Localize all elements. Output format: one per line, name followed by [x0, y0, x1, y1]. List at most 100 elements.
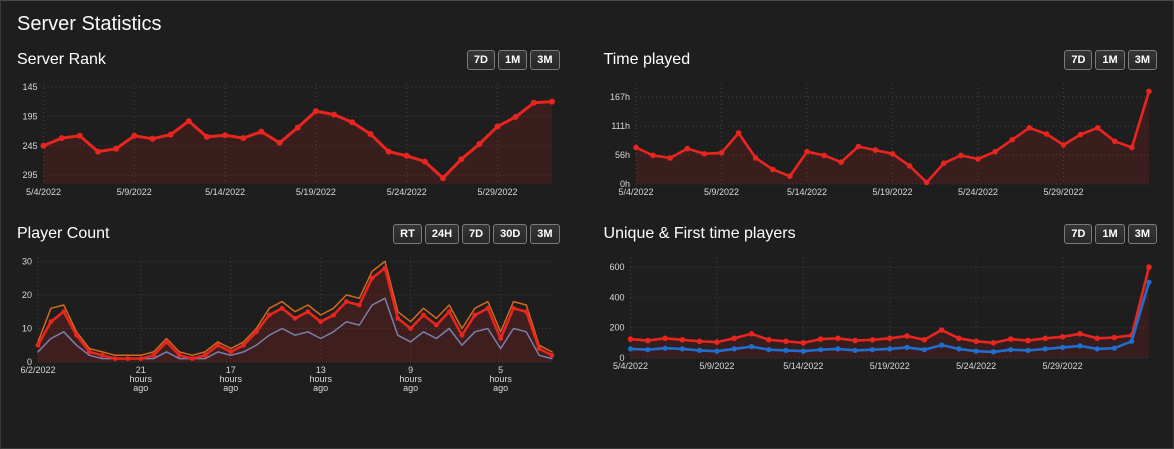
y-tick-label: 56h: [615, 150, 630, 160]
series-point-unique-players: [748, 331, 754, 337]
series-point-rank: [494, 123, 501, 130]
series-point-hours-played: [991, 148, 998, 155]
series-point-avg-players: [279, 305, 285, 311]
series-point-rank: [403, 152, 410, 159]
series-point-avg-players: [369, 275, 375, 281]
series-point-hours-played: [649, 152, 656, 159]
series-point-avg-players: [202, 352, 208, 358]
series-point-first-time-players: [1094, 346, 1100, 352]
x-tick-label: 5/4/2022: [618, 187, 653, 197]
series-point-avg-players: [61, 309, 67, 315]
series-point-avg-players: [305, 309, 311, 315]
series-point-first-time-players: [696, 347, 702, 353]
x-tick-label: ago: [313, 383, 328, 393]
time-played-range-button-7d[interactable]: 7D: [1064, 50, 1093, 70]
x-tick-label: 5/9/2022: [699, 361, 734, 371]
series-fill-hours-played: [635, 91, 1149, 184]
player-count-range-button-3m[interactable]: 3M: [530, 224, 560, 244]
series-point-avg-players: [35, 342, 41, 348]
series-point-unique-players: [696, 338, 702, 345]
x-tick-label: 5/4/2022: [613, 361, 648, 371]
y-tick-label: 200: [609, 323, 624, 333]
series-point-rank: [312, 108, 319, 115]
x-tick-label: 5/24/2022: [387, 187, 427, 197]
series-point-avg-players: [151, 352, 157, 358]
series-point-unique-players: [782, 338, 789, 345]
time-played-range-button-1m[interactable]: 1M: [1095, 50, 1125, 70]
x-tick-label: hours: [399, 374, 422, 384]
series-point-avg-players: [125, 356, 131, 361]
series-point-hours-played: [718, 150, 724, 156]
series-point-avg-players: [382, 265, 388, 271]
series-point-avg-players: [485, 305, 491, 311]
series-point-avg-players: [215, 342, 221, 348]
series-point-rank: [131, 132, 138, 139]
unique-first-range-button-3m[interactable]: 3M: [1127, 224, 1157, 244]
series-point-rank: [185, 118, 192, 125]
player-count-range-button-7d[interactable]: 7D: [462, 224, 491, 244]
series-point-rank: [530, 99, 537, 106]
series-point-rank: [440, 175, 446, 182]
x-tick-label: 5/24/2022: [956, 361, 996, 371]
series-point-first-time-players: [990, 349, 996, 355]
server-rank-header: Server Rank 7D 1M 3M: [15, 48, 560, 72]
series-point-rank: [512, 113, 519, 120]
series-point-hours-played: [632, 144, 639, 151]
player-count-range-button-rt[interactable]: RT: [393, 224, 422, 244]
series-point-rank: [331, 111, 338, 118]
series-point-first-time-players: [1007, 347, 1013, 353]
player-count-chart: 0 10 20 30 6/2/2022 21 hours ago 17 hours ago 13 hou…: [15, 250, 560, 402]
unique-first-range-button-1m[interactable]: 1M: [1095, 224, 1125, 244]
series-point-rank: [367, 131, 374, 137]
series-point-avg-players: [177, 352, 182, 358]
series-point-unique-players: [834, 335, 841, 342]
series-point-avg-players: [228, 349, 234, 355]
series-point-avg-players: [138, 356, 144, 361]
series-point-first-time-players: [800, 348, 806, 354]
series-point-rank: [549, 98, 555, 105]
series-point-hours-played: [1043, 131, 1049, 137]
x-tick-label: hours: [309, 374, 332, 384]
series-point-unique-players: [644, 337, 651, 344]
series-point-hours-played: [1060, 142, 1066, 148]
server-rank-range-button-7d[interactable]: 7D: [466, 50, 495, 70]
server-rank-range-button-1m[interactable]: 1M: [497, 50, 528, 70]
server-rank-range-button-3m[interactable]: 3M: [530, 50, 560, 70]
time-played-range-button-3m[interactable]: 3M: [1127, 50, 1157, 70]
x-tick-label: 6/2/2022: [20, 365, 55, 375]
series-point-first-time-players: [903, 344, 910, 350]
x-tick-label: 5/14/2022: [205, 187, 245, 197]
series-point-hours-played: [701, 151, 707, 157]
y-tick-label: 10: [22, 323, 32, 333]
series-point-rank: [167, 131, 174, 138]
series-point-first-time-players: [644, 347, 650, 353]
x-tick-label: 5/19/2022: [872, 187, 912, 197]
series-point-unique-players: [869, 337, 875, 343]
x-tick-label: ago: [493, 383, 508, 393]
x-tick-label: hours: [489, 374, 512, 384]
series-point-rank: [58, 135, 65, 142]
series-point-first-time-players: [1059, 344, 1065, 350]
series-point-rank: [476, 141, 483, 147]
panel-server-rank: Server Rank 7D 1M 3M 145 195 245 295 5/4/2022 5…: [15, 48, 560, 204]
unique-first-range-button-7d[interactable]: 7D: [1064, 224, 1093, 244]
series-point-first-time-players: [1024, 347, 1031, 353]
series-point-first-time-players: [886, 346, 892, 352]
series-point-rank: [385, 148, 392, 155]
series-point-first-time-players: [748, 344, 754, 350]
series-point-unique-players: [765, 337, 772, 343]
player-count-range-button-30d[interactable]: 30D: [493, 224, 528, 244]
series-point-first-time-players: [662, 345, 668, 351]
series-point-hours-played: [889, 151, 895, 157]
series-point-first-time-players: [869, 347, 875, 353]
series-point-rank: [349, 119, 356, 126]
series-point-rank: [240, 135, 247, 142]
x-tick-label: 13: [316, 365, 326, 375]
panel-time-played: Time played 7D 1M 3M 0h 56h 111h 167h 5/4/2022…: [602, 48, 1157, 204]
series-point-first-time-players: [1145, 279, 1152, 285]
series-point-rank: [421, 158, 428, 165]
player-count-range-button-24h[interactable]: 24H: [424, 224, 460, 244]
series-point-hours-played: [855, 143, 861, 150]
unique-first-header: Unique & First time players 7D 1M 3M: [602, 222, 1157, 246]
series-point-rank: [113, 145, 120, 152]
